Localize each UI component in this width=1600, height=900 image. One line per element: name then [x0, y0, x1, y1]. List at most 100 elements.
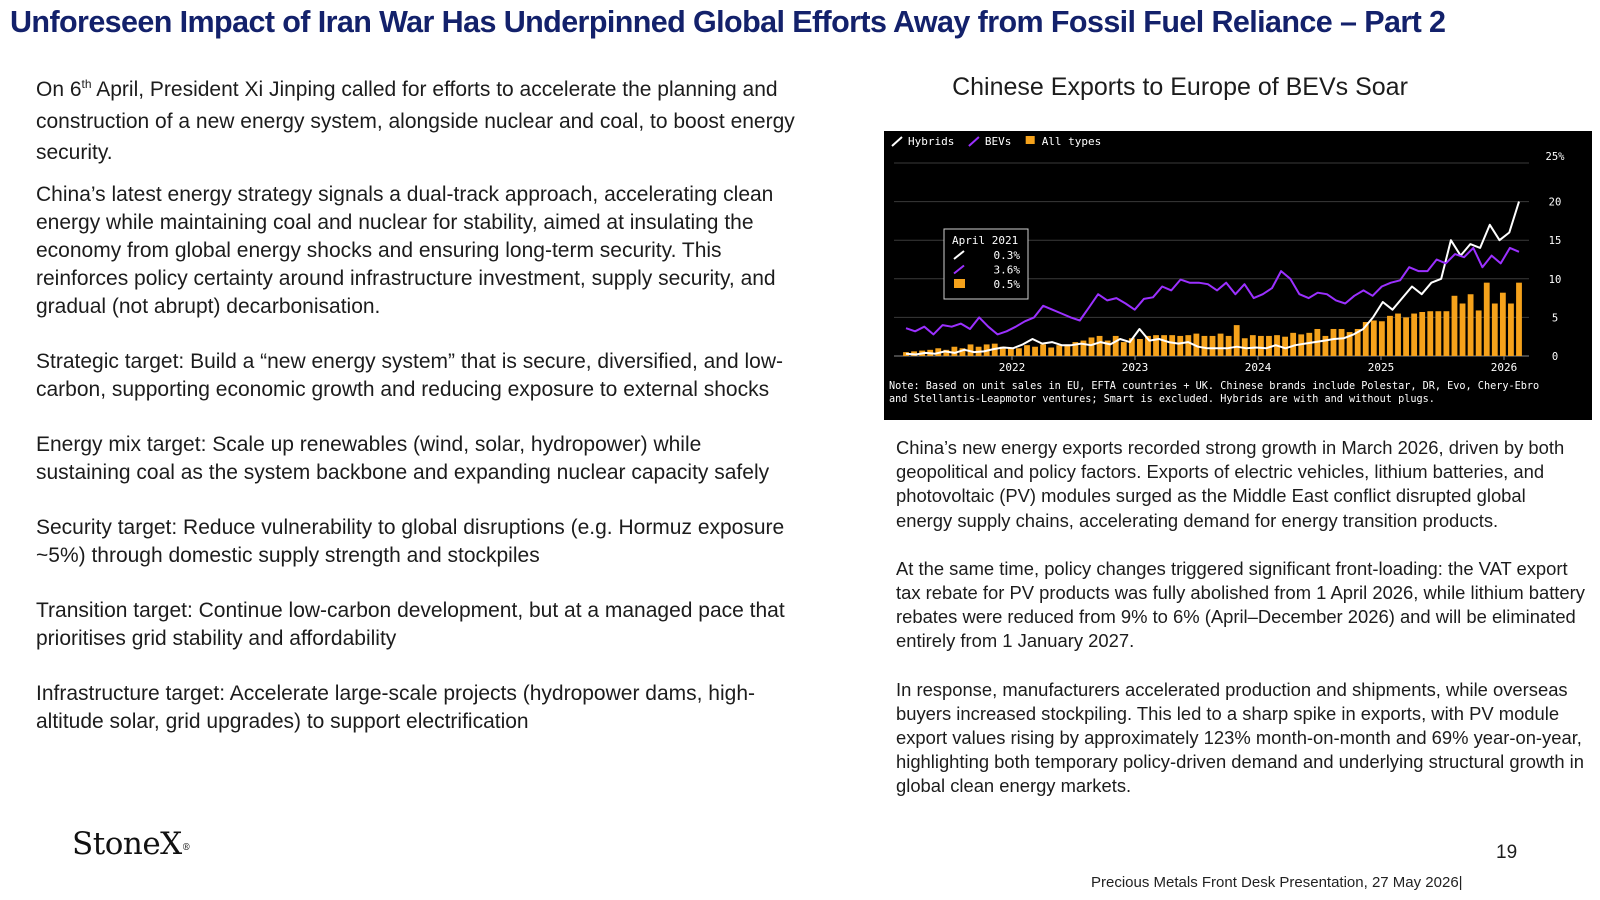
chart-note-line-1: Note: Based on unit sales in EU, EFTA co… [889, 381, 1539, 392]
bar-all-types [1225, 335, 1232, 356]
x-tick-label: 2026 [1491, 361, 1518, 374]
logo-text: StoneX [72, 826, 182, 862]
bar-all-types [1137, 339, 1143, 356]
bar-all-types [1209, 335, 1216, 356]
bar-all-types [1153, 335, 1159, 356]
stonex-logo: StoneX® [72, 826, 191, 862]
bar-all-types [1233, 325, 1240, 356]
bar-all-types [1491, 303, 1498, 356]
bar-all-types [1443, 311, 1450, 356]
bar-all-types [1096, 335, 1103, 356]
legend-swatch [891, 136, 903, 147]
intro-pre: On 6 [36, 78, 82, 101]
bar-all-types [1088, 337, 1095, 356]
series-line-hybrids [905, 201, 1520, 356]
y-tick-label: 10 [1549, 274, 1562, 286]
annotation-value: 3.6% [994, 264, 1021, 277]
security-target: Security target: Reduce vulnerability to… [36, 515, 785, 567]
bar-all-types [1072, 342, 1079, 356]
legend-label: All types [1042, 135, 1102, 148]
bar-all-types [951, 346, 958, 356]
bar-all-types [1177, 335, 1184, 356]
bar-all-types [1080, 340, 1087, 356]
bar-all-types [1362, 322, 1369, 356]
left-text-column: On 6th April, President Xi Jinping calle… [36, 74, 796, 736]
bar-all-types [1193, 333, 1200, 356]
bar-all-types [1201, 335, 1208, 356]
bar-all-types [1161, 335, 1168, 356]
bar-all-types [1290, 332, 1297, 356]
infrastructure-target: Infrastructure target: Accelerate large-… [36, 681, 755, 733]
bar-all-types [1056, 345, 1063, 356]
y-tick-label: 25% [1546, 151, 1566, 163]
bar-all-types [1395, 313, 1401, 356]
bar-all-types [1024, 345, 1030, 356]
exports-paragraph: China’s new energy exports recorded stro… [896, 437, 1565, 531]
bar-all-types [1411, 313, 1418, 356]
right-text-column: China’s new energy exports recorded stro… [896, 436, 1586, 799]
legend-swatch [1025, 136, 1035, 144]
annotation-value: 0.3% [994, 249, 1021, 262]
page-number: 19 [1496, 842, 1518, 863]
bar-all-types [1266, 335, 1272, 356]
footer-text: Precious Metals Front Desk Presentation,… [1091, 874, 1463, 891]
chart-container: 25% 20 15 10 5 0 2022 2023 2024 2025 2026 Hybrids BE… [884, 131, 1592, 420]
exports-chart: 25% 20 15 10 5 0 2022 2023 2024 2025 2026 Hybrids BE… [889, 135, 1566, 405]
energy-mix-target: Energy mix target: Scale up renewables (… [36, 432, 770, 484]
bar-all-types [1145, 335, 1151, 356]
legend-swatch [968, 136, 980, 147]
x-tick-label: 2024 [1245, 361, 1272, 374]
bar-all-types [1032, 346, 1038, 356]
annotation-value: 0.5% [994, 278, 1021, 291]
bar-all-types [1169, 335, 1176, 356]
bar-all-types [1451, 295, 1458, 356]
x-tick-label: 2025 [1368, 361, 1395, 374]
transition-target: Transition target: Continue low-carbon d… [36, 598, 785, 650]
annotation-swatch [953, 250, 965, 260]
intro-superscript: th [81, 77, 92, 91]
bar-all-types [1064, 344, 1071, 356]
bar-all-types [999, 346, 1006, 356]
bar-all-types [1249, 335, 1256, 356]
legend-label: BEVs [985, 135, 1012, 148]
bar-all-types [1354, 328, 1361, 356]
y-tick-label: 15 [1549, 235, 1562, 247]
strategy-paragraph: China’s latest energy strategy signals a… [36, 182, 776, 318]
bar-all-types [1104, 340, 1111, 356]
y-tick-label: 20 [1549, 197, 1562, 209]
x-tick-label: 2022 [999, 361, 1026, 374]
chart-heading: Chinese Exports to Europe of BEVs Soar [952, 73, 1408, 101]
series-line-bevs [905, 246, 1520, 336]
bar-all-types [1185, 335, 1192, 356]
bar-all-types [1483, 282, 1490, 356]
bar-all-types [1427, 311, 1434, 356]
bar-all-types [1467, 294, 1474, 356]
intro-post: April, President Xi Jinping called for e… [36, 78, 795, 164]
bar-all-types [1346, 332, 1353, 356]
bar-all-types [1016, 348, 1022, 356]
response-paragraph: In response, manufacturers accelerated p… [896, 678, 1584, 797]
bar-all-types [1128, 338, 1135, 356]
x-tick-label: 2023 [1122, 361, 1149, 374]
bar-all-types [1112, 335, 1119, 356]
bar-all-types [1475, 310, 1482, 356]
strategic-target: Strategic target: Build a “new energy sy… [36, 349, 783, 401]
bar-all-types [1370, 320, 1377, 356]
bar-all-types [1387, 315, 1393, 356]
bar-all-types [943, 349, 950, 356]
bar-all-types [1435, 311, 1442, 356]
annotation-swatch [954, 279, 965, 288]
chart-note-line-2: and Stellantis-Leapmotor ventures; Smart… [889, 394, 1435, 405]
bar-all-types [1419, 311, 1426, 356]
bar-all-types [1306, 332, 1313, 356]
bar-all-types [1048, 347, 1055, 356]
bar-all-types [1007, 347, 1014, 356]
bar-all-types [967, 344, 974, 356]
bar-all-types [1322, 335, 1329, 356]
bar-all-types [1499, 292, 1506, 356]
slide-title: Unforeseen Impact of Iran War Has Underp… [10, 5, 1446, 39]
intro-paragraph: On 6th April, President Xi Jinping calle… [36, 74, 796, 169]
bar-all-types [1378, 321, 1385, 356]
policy-paragraph: At the same time, policy changes trigger… [896, 557, 1585, 652]
logo-registered-mark: ® [181, 843, 191, 853]
